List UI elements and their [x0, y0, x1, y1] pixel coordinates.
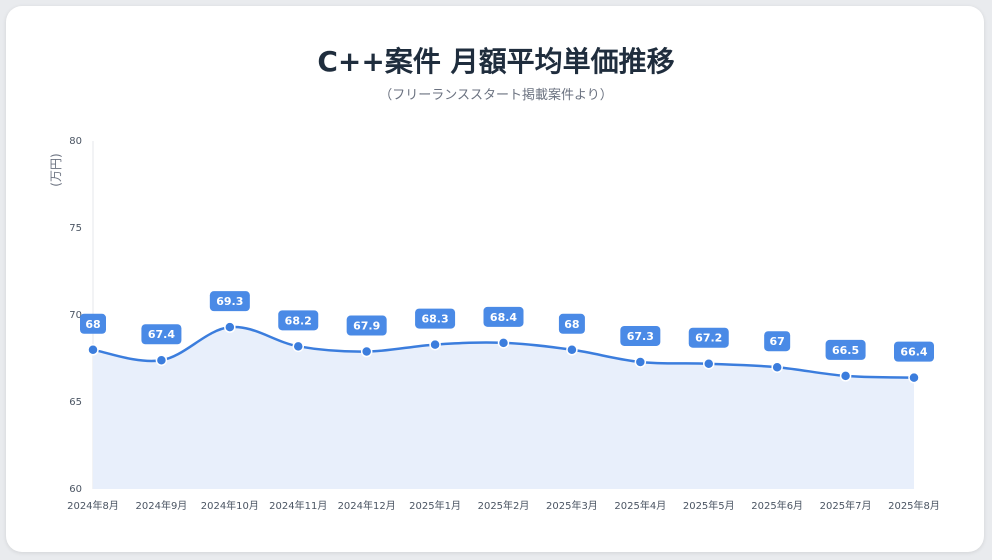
- data-label: 68.4: [483, 306, 524, 327]
- data-label-text: 67.3: [627, 330, 654, 343]
- y-tick-label: 75: [69, 223, 82, 234]
- x-tick-label: 2024年9月: [136, 499, 188, 512]
- chart-title: C++案件 月額平均単価推移: [317, 45, 675, 78]
- data-label-text: 68.4: [490, 311, 517, 324]
- data-label-bg: [415, 308, 456, 329]
- data-point[interactable]: [87, 344, 99, 356]
- x-tick-label: 2025年3月: [546, 499, 598, 512]
- data-label: 68: [558, 313, 585, 334]
- data-point[interactable]: [634, 356, 647, 368]
- y-axis-label: (万円): [49, 153, 63, 186]
- data-point[interactable]: [839, 370, 852, 382]
- data-label: 68: [80, 313, 106, 334]
- y-tick-label: 65: [69, 397, 82, 408]
- data-point[interactable]: [429, 338, 441, 351]
- data-label-bg: [688, 327, 729, 348]
- data-point[interactable]: [771, 361, 783, 373]
- data-label: 66.4: [894, 341, 934, 362]
- data-label: 69.3: [209, 291, 250, 312]
- data-label-bg: [558, 313, 585, 334]
- series-area: [93, 326, 914, 489]
- data-label-text: 68: [85, 318, 100, 331]
- x-tick-label: 2025年1月: [409, 499, 461, 512]
- data-point[interactable]: [703, 357, 715, 370]
- data-label-text: 67: [770, 335, 785, 348]
- data-label-text: 68.3: [422, 313, 449, 326]
- x-tick-label: 2024年10月: [201, 499, 259, 512]
- data-label: 68.3: [415, 308, 456, 329]
- data-point[interactable]: [292, 340, 304, 353]
- data-point[interactable]: [908, 371, 920, 384]
- data-point[interactable]: [566, 344, 578, 356]
- x-tick-label: 2025年5月: [683, 499, 735, 512]
- data-label-text: 66.4: [900, 346, 927, 359]
- data-label-text: 67.9: [353, 320, 380, 333]
- x-tick-label: 2025年6月: [751, 499, 803, 512]
- data-label-text: 67.4: [148, 328, 175, 341]
- data-label: 67.2: [688, 327, 729, 348]
- data-label: 68.2: [278, 310, 319, 331]
- data-point[interactable]: [497, 337, 510, 349]
- data-label: 67.9: [346, 315, 387, 336]
- data-label-bg: [894, 341, 934, 362]
- y-tick-label: 60: [69, 484, 82, 495]
- data-label-bg: [764, 331, 791, 352]
- data-label-bg: [825, 339, 866, 360]
- data-label-bg: [278, 310, 319, 331]
- x-tick-label: 2025年4月: [614, 499, 666, 512]
- data-point[interactable]: [155, 354, 168, 366]
- data-label-text: 67.2: [695, 332, 722, 345]
- y-tick-label: 80: [69, 136, 82, 147]
- x-tick-label: 2024年8月: [67, 499, 119, 512]
- x-tick-label: 2024年11月: [269, 499, 327, 512]
- x-tick-label: 2025年2月: [478, 499, 530, 512]
- data-label-bg: [141, 324, 182, 345]
- data-label: 67.4: [141, 324, 182, 345]
- x-tick-label: 2025年8月: [888, 499, 940, 512]
- data-label-bg: [346, 315, 387, 336]
- y-tick-label: 70: [69, 310, 82, 321]
- x-tick-label: 2024年12月: [338, 499, 396, 512]
- chart-subtitle: （フリーランススタート掲載案件より）: [379, 88, 613, 103]
- data-label-bg: [209, 291, 250, 312]
- data-label: 67: [764, 331, 791, 352]
- data-point[interactable]: [224, 321, 236, 333]
- data-label: 66.5: [825, 339, 866, 360]
- data-label-text: 68: [564, 318, 579, 331]
- data-label: 67.3: [620, 325, 661, 346]
- data-label-bg: [80, 313, 106, 334]
- data-label-text: 68.2: [285, 314, 312, 327]
- data-label-bg: [483, 306, 524, 327]
- data-label-text: 66.5: [832, 344, 859, 357]
- data-point[interactable]: [360, 345, 373, 358]
- data-label-text: 69.3: [216, 295, 243, 308]
- data-label-bg: [620, 325, 661, 346]
- x-tick-label: 2025年7月: [820, 499, 872, 512]
